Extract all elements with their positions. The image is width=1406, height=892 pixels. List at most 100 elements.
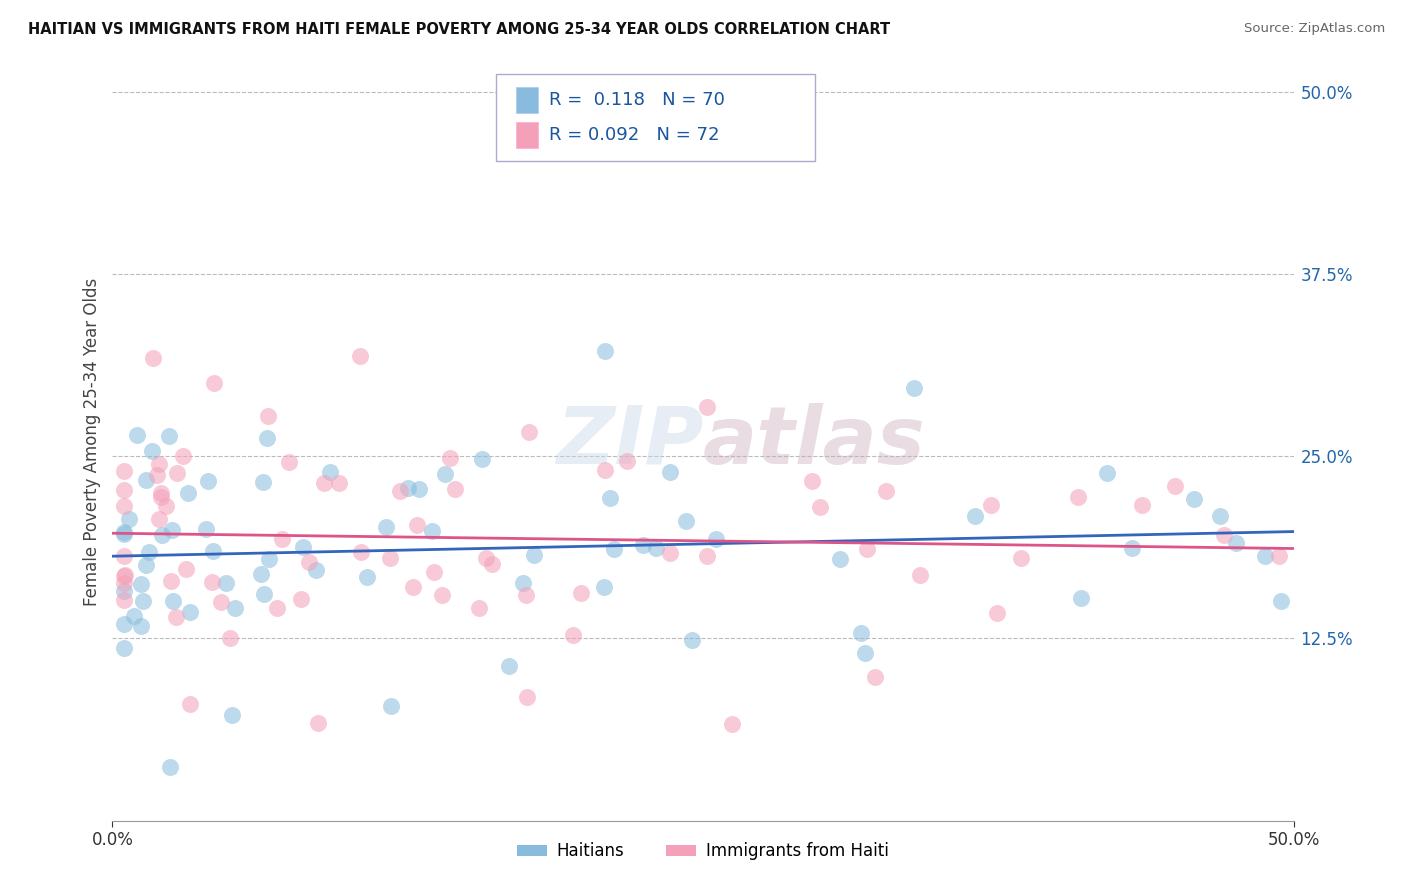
Point — [112, 568, 135, 582]
Point — [278, 455, 301, 469]
Text: Source: ZipAtlas.com: Source: ZipAtlas.com — [1244, 22, 1385, 36]
Point — [179, 605, 201, 619]
FancyBboxPatch shape — [496, 74, 815, 161]
Point — [166, 467, 188, 481]
Point — [863, 670, 886, 684]
Point — [396, 481, 419, 495]
Point — [349, 349, 371, 363]
Point — [138, 545, 160, 559]
Point — [146, 467, 169, 482]
Point — [420, 524, 443, 538]
Point — [903, 381, 925, 395]
Point — [141, 444, 163, 458]
Point — [127, 428, 149, 442]
Point — [112, 464, 135, 478]
Point — [132, 594, 155, 608]
Point — [112, 576, 135, 591]
Point — [562, 628, 585, 642]
Point — [696, 549, 718, 564]
Point — [219, 631, 242, 645]
Point — [1212, 528, 1234, 542]
Point — [1182, 491, 1205, 506]
Point — [253, 587, 276, 601]
Point — [468, 601, 491, 615]
Point — [266, 601, 288, 615]
Point — [659, 546, 682, 560]
Point — [256, 409, 278, 424]
Point — [149, 486, 172, 500]
Point — [720, 717, 742, 731]
Point — [696, 400, 718, 414]
Point — [374, 520, 396, 534]
Point — [256, 432, 278, 446]
Point — [197, 474, 219, 488]
Point — [209, 595, 232, 609]
Point — [328, 476, 350, 491]
Point — [980, 498, 1002, 512]
Point — [271, 532, 294, 546]
Point — [380, 698, 402, 713]
Point — [853, 646, 876, 660]
Point — [214, 576, 236, 591]
Point — [434, 467, 457, 481]
Point — [298, 555, 321, 569]
Point — [498, 659, 520, 673]
Point — [593, 343, 616, 358]
Point — [177, 486, 200, 500]
Bar — [516, 87, 537, 113]
Point — [290, 592, 312, 607]
Point — [963, 509, 986, 524]
Point — [112, 549, 135, 563]
Point — [443, 482, 465, 496]
Point — [135, 473, 157, 487]
Point — [423, 565, 446, 579]
Point — [112, 500, 135, 514]
Point — [195, 522, 218, 536]
Point — [252, 475, 274, 489]
Point — [1225, 535, 1247, 549]
Point — [986, 606, 1008, 620]
Point — [112, 524, 135, 539]
Point — [122, 608, 145, 623]
Point — [523, 548, 546, 562]
Point — [224, 601, 246, 615]
Point — [356, 570, 378, 584]
Text: atlas: atlas — [703, 402, 925, 481]
Point — [1208, 509, 1230, 524]
Point — [202, 543, 225, 558]
Point — [439, 451, 461, 466]
Point — [599, 491, 621, 505]
Point — [160, 574, 183, 588]
Point — [155, 499, 177, 513]
Point — [631, 539, 654, 553]
Point — [202, 376, 225, 390]
Point — [319, 466, 342, 480]
Point — [645, 541, 668, 555]
Point — [350, 545, 373, 559]
Point — [569, 586, 592, 600]
Point — [174, 562, 197, 576]
Point — [512, 575, 534, 590]
Point — [162, 523, 184, 537]
Point — [808, 500, 831, 514]
Point — [148, 511, 170, 525]
Text: ZIP: ZIP — [555, 402, 703, 481]
Point — [1130, 498, 1153, 512]
Point — [142, 351, 165, 365]
Point — [129, 577, 152, 591]
Point — [855, 541, 877, 556]
Point — [430, 587, 453, 601]
Point — [1164, 478, 1187, 492]
Point — [112, 483, 135, 497]
Y-axis label: Female Poverty Among 25-34 Year Olds: Female Poverty Among 25-34 Year Olds — [83, 277, 101, 606]
Point — [681, 632, 703, 647]
Point — [179, 697, 201, 711]
Point — [159, 760, 181, 774]
Point — [828, 552, 851, 566]
Point — [165, 610, 187, 624]
Point — [292, 541, 315, 555]
Point — [112, 584, 135, 599]
Point — [593, 463, 616, 477]
Point — [593, 580, 616, 594]
Bar — [516, 121, 537, 148]
